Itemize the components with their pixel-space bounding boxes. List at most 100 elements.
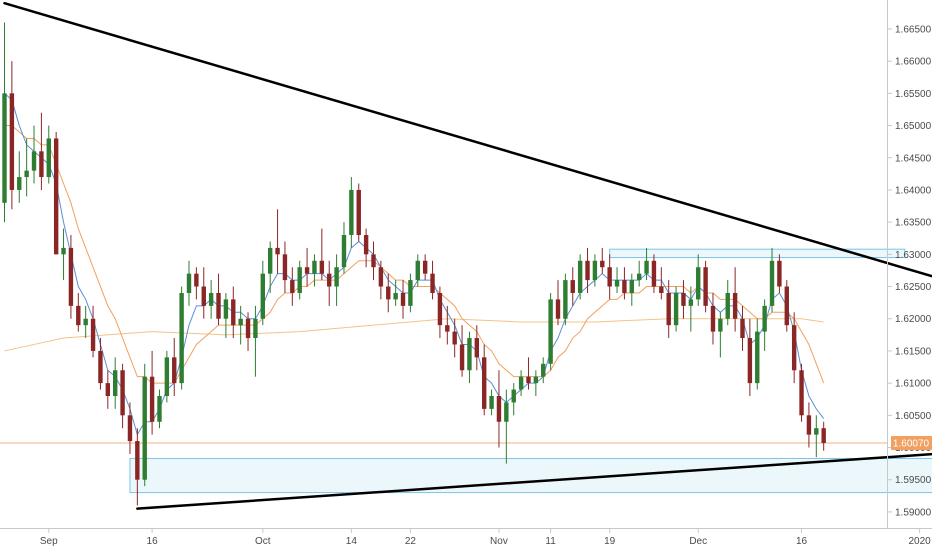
- candle-down: [437, 286, 443, 339]
- candle-body: [747, 338, 753, 384]
- candle-down: [275, 209, 280, 274]
- candle-down: [53, 132, 59, 255]
- candle-up: [83, 305, 88, 339]
- candle-down: [201, 267, 206, 319]
- candle-body: [312, 260, 317, 274]
- resistance-zone: [609, 248, 906, 259]
- candle-up: [467, 331, 472, 384]
- candle-up: [334, 254, 339, 306]
- candle-up: [186, 260, 192, 306]
- candle-up: [636, 260, 642, 287]
- candle-body: [201, 286, 206, 306]
- candle-body: [334, 267, 339, 287]
- candle-body: [90, 318, 96, 351]
- candle-up: [46, 125, 51, 184]
- candle-body: [304, 267, 310, 274]
- candle-down: [363, 228, 369, 268]
- price-axis-label: 1.59000: [895, 507, 932, 518]
- candle-down: [149, 350, 155, 435]
- candle-body: [636, 273, 642, 281]
- candle-down: [666, 280, 671, 339]
- candle-body: [363, 235, 369, 255]
- candle-body: [113, 370, 118, 396]
- candle-down: [245, 312, 251, 351]
- candle-up: [408, 273, 413, 313]
- candle-body: [68, 247, 74, 306]
- price-axis-label: 1.66500: [895, 24, 932, 35]
- candle-body: [659, 286, 664, 293]
- candle-down: [98, 338, 103, 390]
- candle-body: [644, 260, 649, 274]
- candle-body: [696, 267, 701, 300]
- candle-down: [791, 312, 797, 384]
- price-axis-label: 1.64000: [895, 185, 932, 196]
- candle-body: [356, 189, 361, 236]
- candle-body: [39, 151, 44, 178]
- time-axis-label: Oct: [255, 536, 271, 547]
- candle-body: [703, 267, 708, 306]
- candle-body: [563, 280, 568, 319]
- candle-body: [400, 292, 406, 306]
- candle-body: [223, 299, 229, 319]
- candle-body: [577, 260, 583, 293]
- candle-down: [216, 273, 221, 326]
- candle-up: [267, 241, 273, 293]
- candle-body: [24, 170, 29, 178]
- candle-down: [799, 363, 804, 422]
- candle-up: [341, 222, 347, 274]
- candle-up: [696, 254, 701, 306]
- current-price-badge: 1.60070: [891, 436, 932, 451]
- price-axis-label: 1.65000: [895, 121, 932, 132]
- candle-body: [533, 376, 539, 384]
- candle-body: [762, 305, 767, 332]
- candle-body: [127, 415, 133, 442]
- candle-body: [430, 273, 435, 293]
- time-axis-label: 2020: [908, 536, 931, 547]
- candle-body: [437, 292, 443, 326]
- candle-body: [467, 338, 472, 371]
- price-axis-label: 1.65500: [895, 89, 932, 100]
- candle-up: [113, 357, 118, 409]
- candle-down: [400, 280, 406, 319]
- time-axis[interactable]: Sep 16 Oct 14 22 Nov 11 19 Dec 16 2020: [40, 528, 931, 547]
- candle-body: [275, 247, 280, 255]
- candle-up: [718, 312, 723, 358]
- candle-up: [415, 254, 420, 287]
- zones-layer: [129, 248, 932, 494]
- candle-body: [459, 344, 465, 371]
- price-axis-label: 1.63500: [895, 218, 932, 229]
- candle-down: [90, 305, 96, 358]
- price-axis-label: 1.62000: [895, 314, 932, 325]
- candle-down: [821, 421, 826, 451]
- candle-up: [577, 254, 583, 300]
- candle-body: [31, 151, 37, 171]
- candle-body: [607, 267, 612, 287]
- candle-body: [135, 441, 140, 480]
- candle-up: [769, 247, 775, 313]
- candle-up: [755, 318, 760, 390]
- candle-up: [223, 292, 229, 339]
- price-axis-label: 1.61000: [895, 379, 932, 390]
- candle-down: [732, 267, 738, 332]
- candle-up: [253, 305, 258, 377]
- candle-body: [253, 318, 258, 339]
- candle-body: [511, 389, 516, 403]
- candle-up: [260, 260, 265, 326]
- candle-body: [149, 376, 155, 422]
- candle-up: [2, 22, 7, 223]
- candle-body: [415, 260, 420, 281]
- candle-down: [607, 254, 612, 300]
- price-axis-label: 1.63000: [895, 250, 932, 261]
- candle-down: [570, 267, 575, 306]
- candle-up: [157, 389, 162, 429]
- candle-body: [378, 267, 384, 287]
- candle-up: [179, 286, 184, 390]
- candle-up: [297, 260, 302, 300]
- candle-down: [430, 260, 435, 300]
- candle-up: [533, 370, 539, 396]
- candle-down: [806, 402, 812, 448]
- candle-up: [762, 299, 767, 351]
- candle-body: [541, 363, 546, 377]
- candle-body: [208, 292, 214, 306]
